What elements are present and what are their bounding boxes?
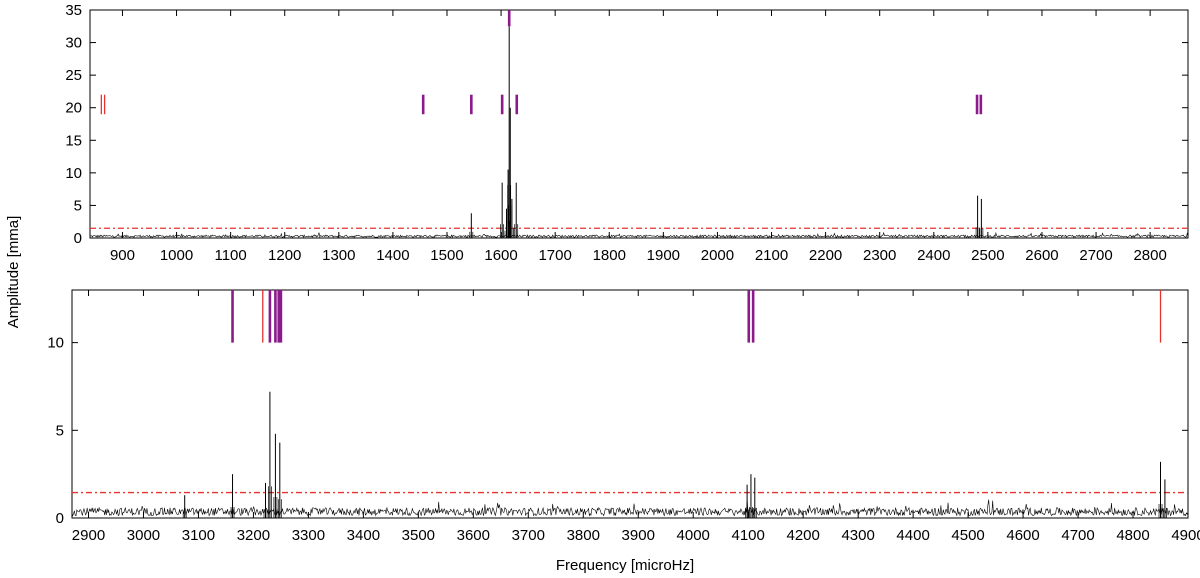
y-tick-label: 30: [65, 35, 82, 52]
noise-spectrum: [71, 499, 1189, 517]
top-panel: 900 1000 1100 1200 1300 1400 1500 1600 1700 1800 1…: [65, 2, 1189, 264]
x-tick-label: 4500: [951, 527, 984, 544]
noise-spectrum: [89, 231, 1189, 239]
x-tick-label: 2000: [701, 247, 734, 264]
x-axis-title: Frequency [microHz]: [556, 557, 694, 574]
x-tick-label: 3800: [567, 527, 600, 544]
x-tick-label: 1600: [484, 247, 517, 264]
plot-frame: [71, 289, 1189, 519]
x-tick-label: 1100: [214, 247, 246, 264]
x-tick-label: 1800: [593, 247, 626, 264]
x-tick-label: 3100: [182, 527, 215, 544]
x-tick-label: 4000: [677, 527, 710, 544]
y-tick-label: 10: [47, 335, 64, 352]
y-tick-label: 20: [65, 100, 82, 117]
x-tick-label: 1900: [647, 247, 680, 264]
x-tick-label: 2100: [755, 247, 788, 264]
x-tick-label: 2300: [863, 247, 896, 264]
x-tick-label: 3700: [512, 527, 545, 544]
x-tick-label: 2600: [1025, 247, 1058, 264]
x-tick-label: 4700: [1061, 527, 1094, 544]
y-axis-title: Amplitude [mma]: [5, 216, 22, 329]
x-tick-label: 2700: [1079, 247, 1112, 264]
x-tick-label: 1300: [322, 247, 355, 264]
x-tick-label: 4800: [1116, 527, 1149, 544]
x-tick-label: 2200: [809, 247, 842, 264]
y-tick-label: 25: [65, 67, 82, 84]
x-tick-label: 4200: [786, 527, 819, 544]
x-tick-label: 1700: [538, 247, 571, 264]
y-tick-label: 35: [65, 2, 82, 19]
x-tick-label: 4100: [732, 527, 765, 544]
x-tick-label: 2400: [917, 247, 950, 264]
x-tick-label: 1500: [430, 247, 463, 264]
y-tick-label: 10: [65, 165, 82, 182]
plot-frame: [89, 9, 1189, 239]
y-tick-label: 5: [56, 422, 64, 439]
x-tick-label: 1200: [268, 247, 301, 264]
x-tick-label: 3000: [127, 527, 160, 544]
x-tick-label: 4600: [1006, 527, 1039, 544]
x-tick-label: 1400: [376, 247, 409, 264]
x-tick-label: 2800: [1133, 247, 1166, 264]
x-tick-label: 3200: [237, 527, 270, 544]
x-tick-label: 2500: [971, 247, 1004, 264]
x-tick-label: 1000: [160, 247, 193, 264]
x-tick-label: 3900: [622, 527, 655, 544]
x-tick-label: 900: [110, 247, 135, 264]
y-tick-label: 5: [74, 197, 82, 214]
y-tick-label: 0: [74, 230, 82, 247]
x-tick-label: 2900: [72, 527, 105, 544]
x-tick-label: 3600: [457, 527, 490, 544]
y-tick-label: 0: [56, 510, 64, 527]
x-tick-label: 4300: [841, 527, 874, 544]
x-tick-label: 4400: [896, 527, 929, 544]
x-tick-label: 3500: [402, 527, 435, 544]
bottom-panel: 2900 3000 3100 3200 3300 3400 3500 3600 3700 3800…: [47, 289, 1200, 544]
y-tick-label: 15: [65, 132, 82, 149]
x-tick-label: 3400: [347, 527, 380, 544]
x-tick-label: 3300: [292, 527, 325, 544]
